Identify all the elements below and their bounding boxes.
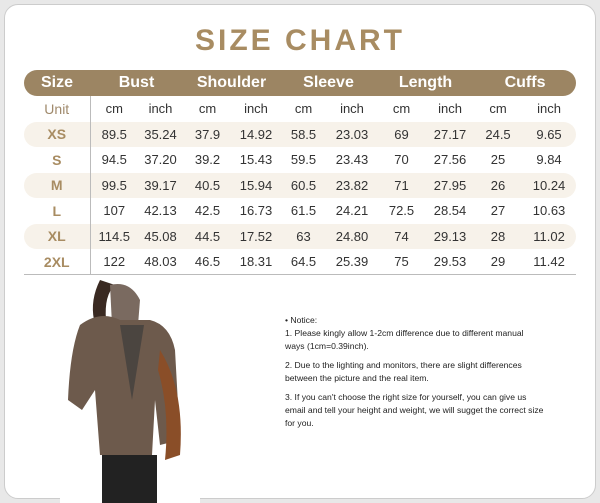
header-length: Length [377,70,475,96]
table-cell: 27.95 [426,172,475,198]
table-cell: 46.5 [183,249,232,275]
table-row: L 107 42.13 42.5 16.73 61.5 24.21 72.5 28.54 27 10… [24,198,576,224]
table-row: 2XL 122 48.03 46.5 18.31 64.5 25.39 75 29.53 29 11… [24,249,577,275]
table-cell: 28 [474,223,523,249]
table-cell: 27 [490,203,506,219]
table-cell: 39.2 [194,152,221,168]
table-cell: 24.5 [474,121,523,147]
table-cell: 45.08 [138,223,183,249]
table-cell: 40.5 [183,172,232,198]
table-header: Size Bust Shoulder Sleeve Length Cuffs [24,70,577,96]
notice-item: 2. Due to the lighting and monitors, the… [285,360,522,383]
table-cell: 71 [377,172,426,198]
table-cell: 10.63 [532,203,566,219]
size-label: S [24,147,91,173]
table-cell: cm [198,101,217,117]
table-cell: 24.80 [327,223,377,249]
table-cell: 9.84 [536,152,562,168]
table-cell: 16.73 [239,203,273,219]
table-cell: 39.17 [138,172,183,198]
header-sleeve: Sleeve [280,70,377,96]
size-label: XS [24,121,91,147]
header-size: Size [24,70,90,96]
table-row: M 99.5 39.17 40.5 15.94 60.5 23.82 71 27.95 26 10.… [24,172,577,198]
table-cell: 89.5 [90,121,138,147]
size-label: M [24,172,91,198]
table-cell: 58.5 [280,121,327,147]
table-cell: 72.5 [388,203,415,219]
table-cell: cm [392,101,411,117]
table-cell: 10.24 [522,172,577,198]
table-cell: 122 [90,249,138,275]
table-cell: 11.02 [522,223,577,249]
notice-item: 3. If you can't choose the right size fo… [285,392,544,428]
table-cell: 15.43 [239,152,273,168]
table-cell: 60.5 [280,172,327,198]
product-photo [60,280,200,503]
table-cell: 18.31 [232,249,280,275]
table-cell: 74 [377,223,426,249]
table-cell: 75 [377,249,426,275]
table-cell: 25.39 [327,249,377,275]
notice-item: 1. Please kingly allow 1-2cm difference … [285,328,524,351]
table-cell: 63 [280,223,327,249]
table-cell: 23.03 [327,121,377,147]
table-cell: 69 [377,121,426,147]
table-row: Unit cm inch cm inch cm inch cm inch cm inch [24,96,576,122]
table-cell: 35.24 [138,121,183,147]
size-label: L [24,198,91,224]
table-cell: 37.9 [183,121,232,147]
table-cell: 9.65 [522,121,577,147]
table-cell: 23.82 [327,172,377,198]
size-label: Unit [24,96,91,122]
table-cell: 17.52 [232,223,280,249]
table-cell: 14.92 [232,121,280,147]
table-cell: cm [105,101,123,117]
notice-heading: • Notice: [285,315,318,325]
table-cell: 23.43 [335,152,369,168]
table-cell: 59.5 [290,152,317,168]
table-cell: inch [537,101,561,117]
table-cell: 44.5 [183,223,232,249]
table-cell: 29.53 [426,249,475,275]
table-row: XL 114.5 45.08 44.5 17.52 63 24.80 74 29.13 28 11.… [24,223,577,249]
table-cell: inch [340,101,364,117]
table-cell: 11.42 [522,249,577,275]
header-bust: Bust [90,70,183,96]
table-cell: 15.94 [232,172,280,198]
notice-section: • Notice: 1. Please kingly allow 1-2cm d… [285,314,545,436]
table-cell: 27.17 [426,121,475,147]
table-cell: 70 [394,152,409,168]
header-shoulder: Shoulder [183,70,280,96]
table-cell: 61.5 [290,203,317,219]
table-cell: 37.20 [144,152,177,168]
table-cell: 27.56 [433,152,467,168]
table-cell: inch [148,101,173,117]
table-cell: 94.5 [101,152,127,168]
table-cell: 29 [474,249,523,275]
table-cell: 25 [490,152,506,168]
table-cell: 107 [103,203,126,219]
table-cell: 64.5 [280,249,327,275]
table-cell: 99.5 [90,172,138,198]
page-title: SIZE CHART [195,24,405,57]
table-cell: 48.03 [138,249,183,275]
table-row: S 94.5 37.20 39.2 15.43 59.5 23.43 70 27.56 25 9.8… [24,147,576,173]
table-cell: inch [244,101,268,117]
table-cell: 42.5 [194,203,221,219]
table-cell: 29.13 [426,223,475,249]
table-cell: 114.5 [90,223,138,249]
table-cell: inch [438,101,462,117]
size-label: 2XL [24,249,91,275]
header-cuffs: Cuffs [474,70,577,96]
table-cell: cm [294,101,313,117]
table-cell: cm [489,101,507,117]
table-cell: 26 [474,172,523,198]
size-label: XL [24,223,91,249]
table-row: XS 89.5 35.24 37.9 14.92 58.5 23.03 69 27.17 24.5… [24,121,577,147]
table-cell: 24.21 [335,203,369,219]
table-cell: 42.13 [144,203,177,219]
table-cell: 28.54 [433,203,467,219]
size-table: Size Bust Shoulder Sleeve Length Cuffs Unit cm… [24,70,577,275]
